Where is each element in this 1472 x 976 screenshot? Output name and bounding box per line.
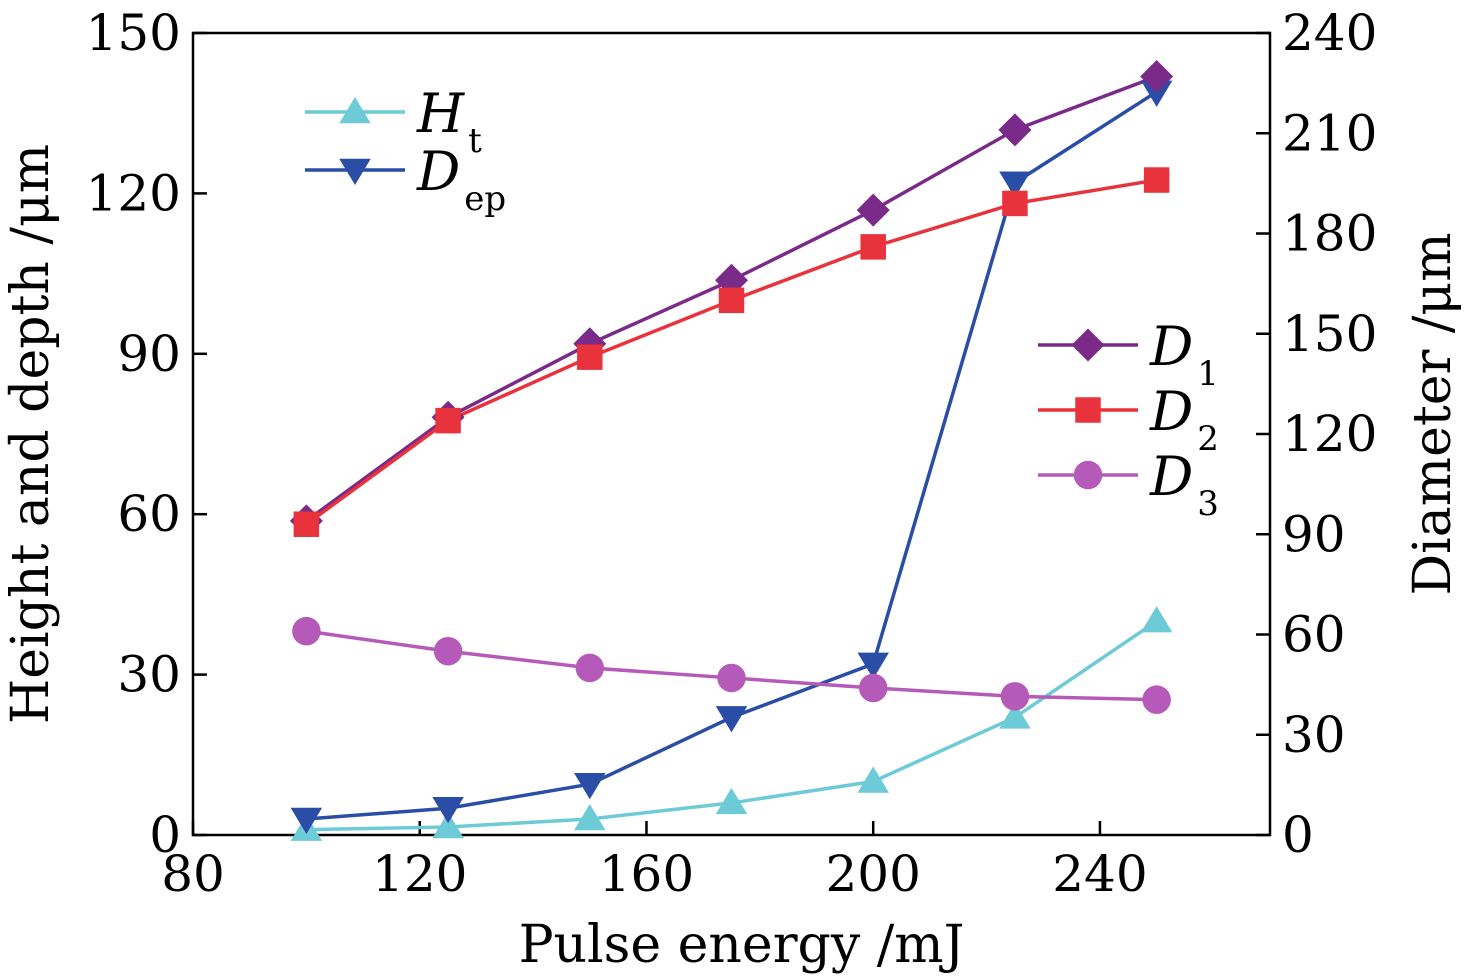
data-point-d3	[858, 673, 888, 703]
left-y-tick-label: 150	[86, 4, 181, 62]
data-point-ht	[432, 811, 464, 839]
right-y-axis-title: Diameter /μm	[1403, 232, 1463, 595]
x-tick-label: 200	[825, 845, 920, 903]
data-point-dep	[857, 652, 889, 679]
data-point-d2	[293, 511, 320, 537]
x-tick-label: 240	[1052, 845, 1147, 903]
data-point-d3	[575, 653, 605, 683]
data-point-d2	[577, 344, 603, 370]
data-point-d1	[856, 193, 890, 227]
series-markers	[289, 59, 1174, 841]
right-y-tick-label: 30	[1282, 706, 1346, 764]
right-y-tick-label: 180	[1282, 205, 1377, 263]
data-point-d3	[717, 663, 746, 693]
right-y-tick-label: 120	[1282, 405, 1377, 463]
x-tick-label: 120	[372, 845, 467, 903]
right-y-tick-label: 0	[1282, 806, 1314, 864]
data-point-dep	[290, 807, 323, 834]
data-point-d2	[1143, 167, 1170, 193]
legend-marker-d2	[1075, 397, 1101, 423]
left-y-tick-label: 60	[117, 485, 181, 543]
legend-marker-d1	[1071, 328, 1105, 362]
left-y-tick-label: 120	[86, 164, 181, 222]
data-point-dep	[715, 706, 748, 733]
data-point-d2	[718, 287, 745, 314]
right-y-tick-label: 210	[1282, 104, 1377, 162]
data-point-d1	[1140, 59, 1174, 93]
data-point-dep	[574, 772, 606, 800]
left-y-axis-title: Height and depth /μm	[1, 144, 61, 724]
data-point-dep	[432, 797, 464, 824]
data-point-d3	[433, 636, 463, 666]
legend-marker-ht	[339, 97, 371, 124]
data-point-ht	[857, 766, 889, 793]
legend-marker-d3	[1073, 460, 1103, 490]
axis-ticks: 80 120 160 200 240 0 30 60 90 120 150 0 30 60 90 120 150…	[86, 4, 1378, 903]
data-point-ht	[1140, 606, 1173, 633]
right-y-tick-label: 240	[1282, 4, 1377, 62]
x-tick-label: 80	[161, 845, 225, 903]
x-axis-title: Pulse energy /mJ	[519, 915, 965, 975]
legend-marker-dep	[339, 158, 371, 185]
right-y-tick-label: 60	[1282, 606, 1346, 664]
data-point-d3	[1000, 682, 1030, 711]
data-point-d1	[998, 113, 1032, 147]
data-point-dep	[999, 171, 1031, 198]
series-line-d2	[305, 178, 1157, 526]
x-tick-label: 160	[599, 845, 694, 903]
data-point-d2	[860, 234, 886, 260]
data-point-dep	[1140, 80, 1173, 107]
data-point-ht	[999, 702, 1031, 729]
left-y-tick-label: 0	[149, 806, 181, 864]
data-point-d2	[435, 407, 461, 434]
data-point-ht	[715, 787, 748, 815]
data-point-d3	[1142, 685, 1171, 714]
right-y-tick-label: 150	[1282, 305, 1377, 363]
left-y-tick-label: 90	[117, 325, 181, 383]
right-y-tick-label: 90	[1282, 505, 1346, 563]
left-y-tick-label: 30	[117, 646, 181, 704]
data-point-d3	[292, 616, 321, 646]
data-point-d2	[1002, 190, 1028, 217]
data-point-ht	[574, 803, 606, 831]
